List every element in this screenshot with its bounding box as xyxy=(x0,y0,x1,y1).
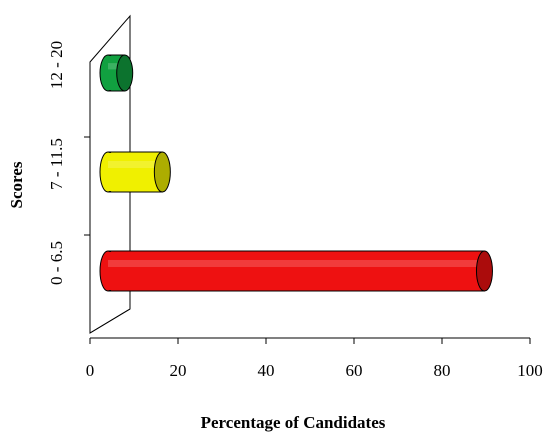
bar-end-cap xyxy=(116,54,134,92)
x-tick-label: 0 xyxy=(86,361,95,380)
x-tick-label: 100 xyxy=(517,361,543,380)
bar-fill xyxy=(108,252,484,290)
bar-highlight xyxy=(108,260,485,267)
bar-fill xyxy=(108,153,162,191)
floor-edge xyxy=(89,308,131,334)
y-axis-label: Scores xyxy=(7,161,26,208)
y-tick-label: 0 - 6.5 xyxy=(47,241,66,285)
x-tick-label: 60 xyxy=(346,361,363,380)
x-tick-label: 40 xyxy=(258,361,275,380)
y-tick-label: 7 - 11.5 xyxy=(47,138,66,190)
x-tick-label: 20 xyxy=(170,361,187,380)
bar-highlight xyxy=(108,63,125,70)
bar-highlight xyxy=(108,161,163,168)
chart-axes: 0 20 40 60 80 100 0 - 6.5 7 - 11.5 12 - 20 xyxy=(47,14,543,380)
bar-12-20 xyxy=(99,54,134,92)
bar-7-11.5 xyxy=(99,151,171,193)
chart-bars xyxy=(99,54,493,292)
bar-end-cap xyxy=(475,250,493,292)
bar-0-6.5 xyxy=(99,250,493,292)
y-tick-label: 12 - 20 xyxy=(47,41,66,89)
bar-end-cap xyxy=(153,151,171,193)
x-tick-label: 80 xyxy=(434,361,451,380)
x-axis-label: Percentage of Candidates xyxy=(201,413,386,432)
